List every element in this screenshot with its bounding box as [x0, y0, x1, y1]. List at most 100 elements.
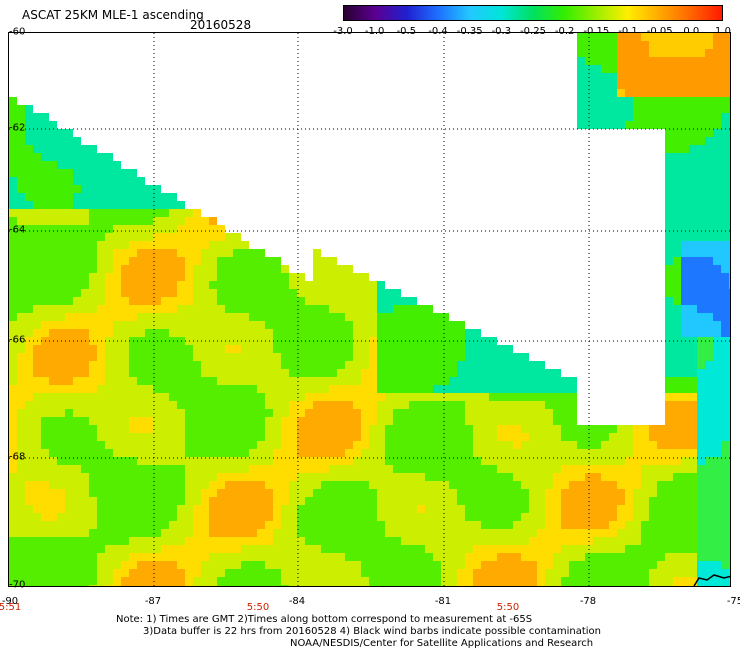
data-cell — [697, 329, 705, 337]
data-cell — [265, 457, 273, 465]
data-cell — [145, 433, 153, 441]
data-cell — [449, 385, 457, 393]
data-cell — [337, 561, 345, 569]
data-cell — [561, 529, 569, 537]
data-cell — [65, 305, 73, 313]
data-cell — [177, 329, 185, 337]
data-cell — [81, 201, 89, 209]
data-cell — [249, 465, 257, 473]
data-cell — [249, 561, 257, 569]
data-cell — [81, 529, 89, 537]
data-cell — [361, 369, 369, 377]
data-cell — [17, 289, 25, 297]
data-cell — [121, 265, 129, 273]
data-cell — [185, 473, 193, 481]
data-cell — [193, 217, 201, 225]
data-cell — [249, 505, 257, 513]
data-cell — [153, 417, 161, 425]
data-cell — [601, 121, 609, 129]
data-cell — [209, 233, 217, 241]
data-cell — [337, 449, 345, 457]
data-cell — [129, 209, 137, 217]
data-cell — [57, 169, 65, 177]
data-cell — [89, 281, 97, 289]
data-cell — [505, 505, 513, 513]
data-cell — [33, 409, 41, 417]
data-cell — [449, 561, 457, 569]
data-cell — [321, 569, 329, 577]
data-cell — [233, 313, 241, 321]
data-cell — [649, 497, 657, 505]
data-cell — [97, 385, 105, 393]
data-cell — [257, 545, 265, 553]
data-cell — [25, 121, 33, 129]
data-cell — [713, 561, 721, 569]
data-cell — [65, 457, 73, 465]
data-cell — [449, 393, 457, 401]
data-cell — [625, 65, 633, 73]
data-cell — [121, 257, 129, 265]
data-cell — [473, 577, 481, 585]
data-cell — [105, 249, 113, 257]
data-cell — [201, 425, 209, 433]
data-cell — [361, 521, 369, 529]
data-cell — [145, 417, 153, 425]
data-cell — [9, 473, 17, 481]
data-cell — [425, 529, 433, 537]
data-cell — [649, 81, 657, 89]
data-cell — [449, 321, 457, 329]
data-cell — [505, 385, 513, 393]
data-cell — [345, 545, 353, 553]
data-cell — [89, 385, 97, 393]
data-cell — [689, 281, 697, 289]
data-cell — [265, 361, 273, 369]
data-cell — [201, 369, 209, 377]
data-cell — [425, 361, 433, 369]
data-cell — [81, 537, 89, 545]
data-cell — [153, 425, 161, 433]
data-cell — [337, 529, 345, 537]
data-cell — [177, 393, 185, 401]
data-cell — [305, 465, 313, 473]
data-cell — [665, 465, 673, 473]
data-cell — [713, 225, 721, 233]
data-cell — [369, 329, 377, 337]
data-cell — [201, 521, 209, 529]
data-cell — [417, 577, 425, 585]
data-cell — [673, 417, 681, 425]
data-cell — [281, 417, 289, 425]
data-cell — [649, 73, 657, 81]
data-cell — [409, 385, 417, 393]
data-cell — [281, 361, 289, 369]
data-cell — [233, 257, 241, 265]
data-cell — [385, 513, 393, 521]
data-cell — [705, 313, 713, 321]
data-cell — [681, 449, 689, 457]
data-cell — [697, 345, 705, 353]
data-cell — [401, 369, 409, 377]
data-cell — [57, 353, 65, 361]
data-cell — [497, 441, 505, 449]
data-cell — [113, 553, 121, 561]
data-cell — [9, 529, 17, 537]
data-cell — [345, 329, 353, 337]
data-cell — [281, 537, 289, 545]
data-cell — [265, 569, 273, 577]
data-cell — [417, 433, 425, 441]
data-cell — [49, 225, 57, 233]
data-cell — [705, 353, 713, 361]
data-cell — [209, 249, 217, 257]
data-cell — [57, 241, 65, 249]
data-cell — [713, 313, 721, 321]
data-cell — [721, 505, 729, 513]
data-cell — [129, 417, 137, 425]
data-cell — [649, 505, 657, 513]
data-cell — [569, 585, 577, 586]
data-cell — [33, 369, 41, 377]
data-cell — [33, 121, 41, 129]
data-cell — [353, 361, 361, 369]
data-cell — [593, 97, 601, 105]
lat-label: -64 — [9, 224, 26, 236]
data-cell — [361, 433, 369, 441]
data-cell — [161, 577, 169, 585]
